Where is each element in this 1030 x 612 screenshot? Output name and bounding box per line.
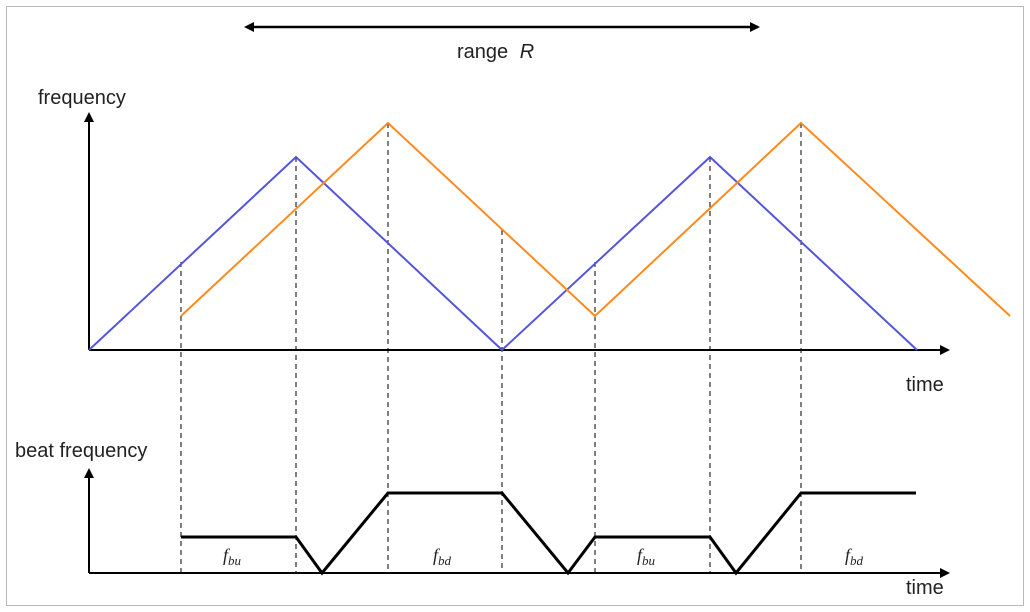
diagram-frame (6, 6, 1024, 606)
guide-lines (180, 123, 802, 573)
fbu-label: fbu (637, 545, 656, 568)
range-label: range R (457, 41, 534, 63)
beat-frequency-signal (181, 491, 916, 576)
transmitted-signal (88, 155, 918, 352)
top-y-label: frequency (38, 87, 126, 109)
received-signal (180, 121, 1011, 318)
fbu-label: fbu (223, 545, 242, 568)
fbd-label: fbd (433, 545, 452, 568)
fbd-label: fbd (845, 545, 864, 568)
bottom-x-label: time (906, 577, 944, 599)
bottom-y-label: beat frequency (15, 440, 147, 462)
top-x-label: time (906, 374, 944, 396)
